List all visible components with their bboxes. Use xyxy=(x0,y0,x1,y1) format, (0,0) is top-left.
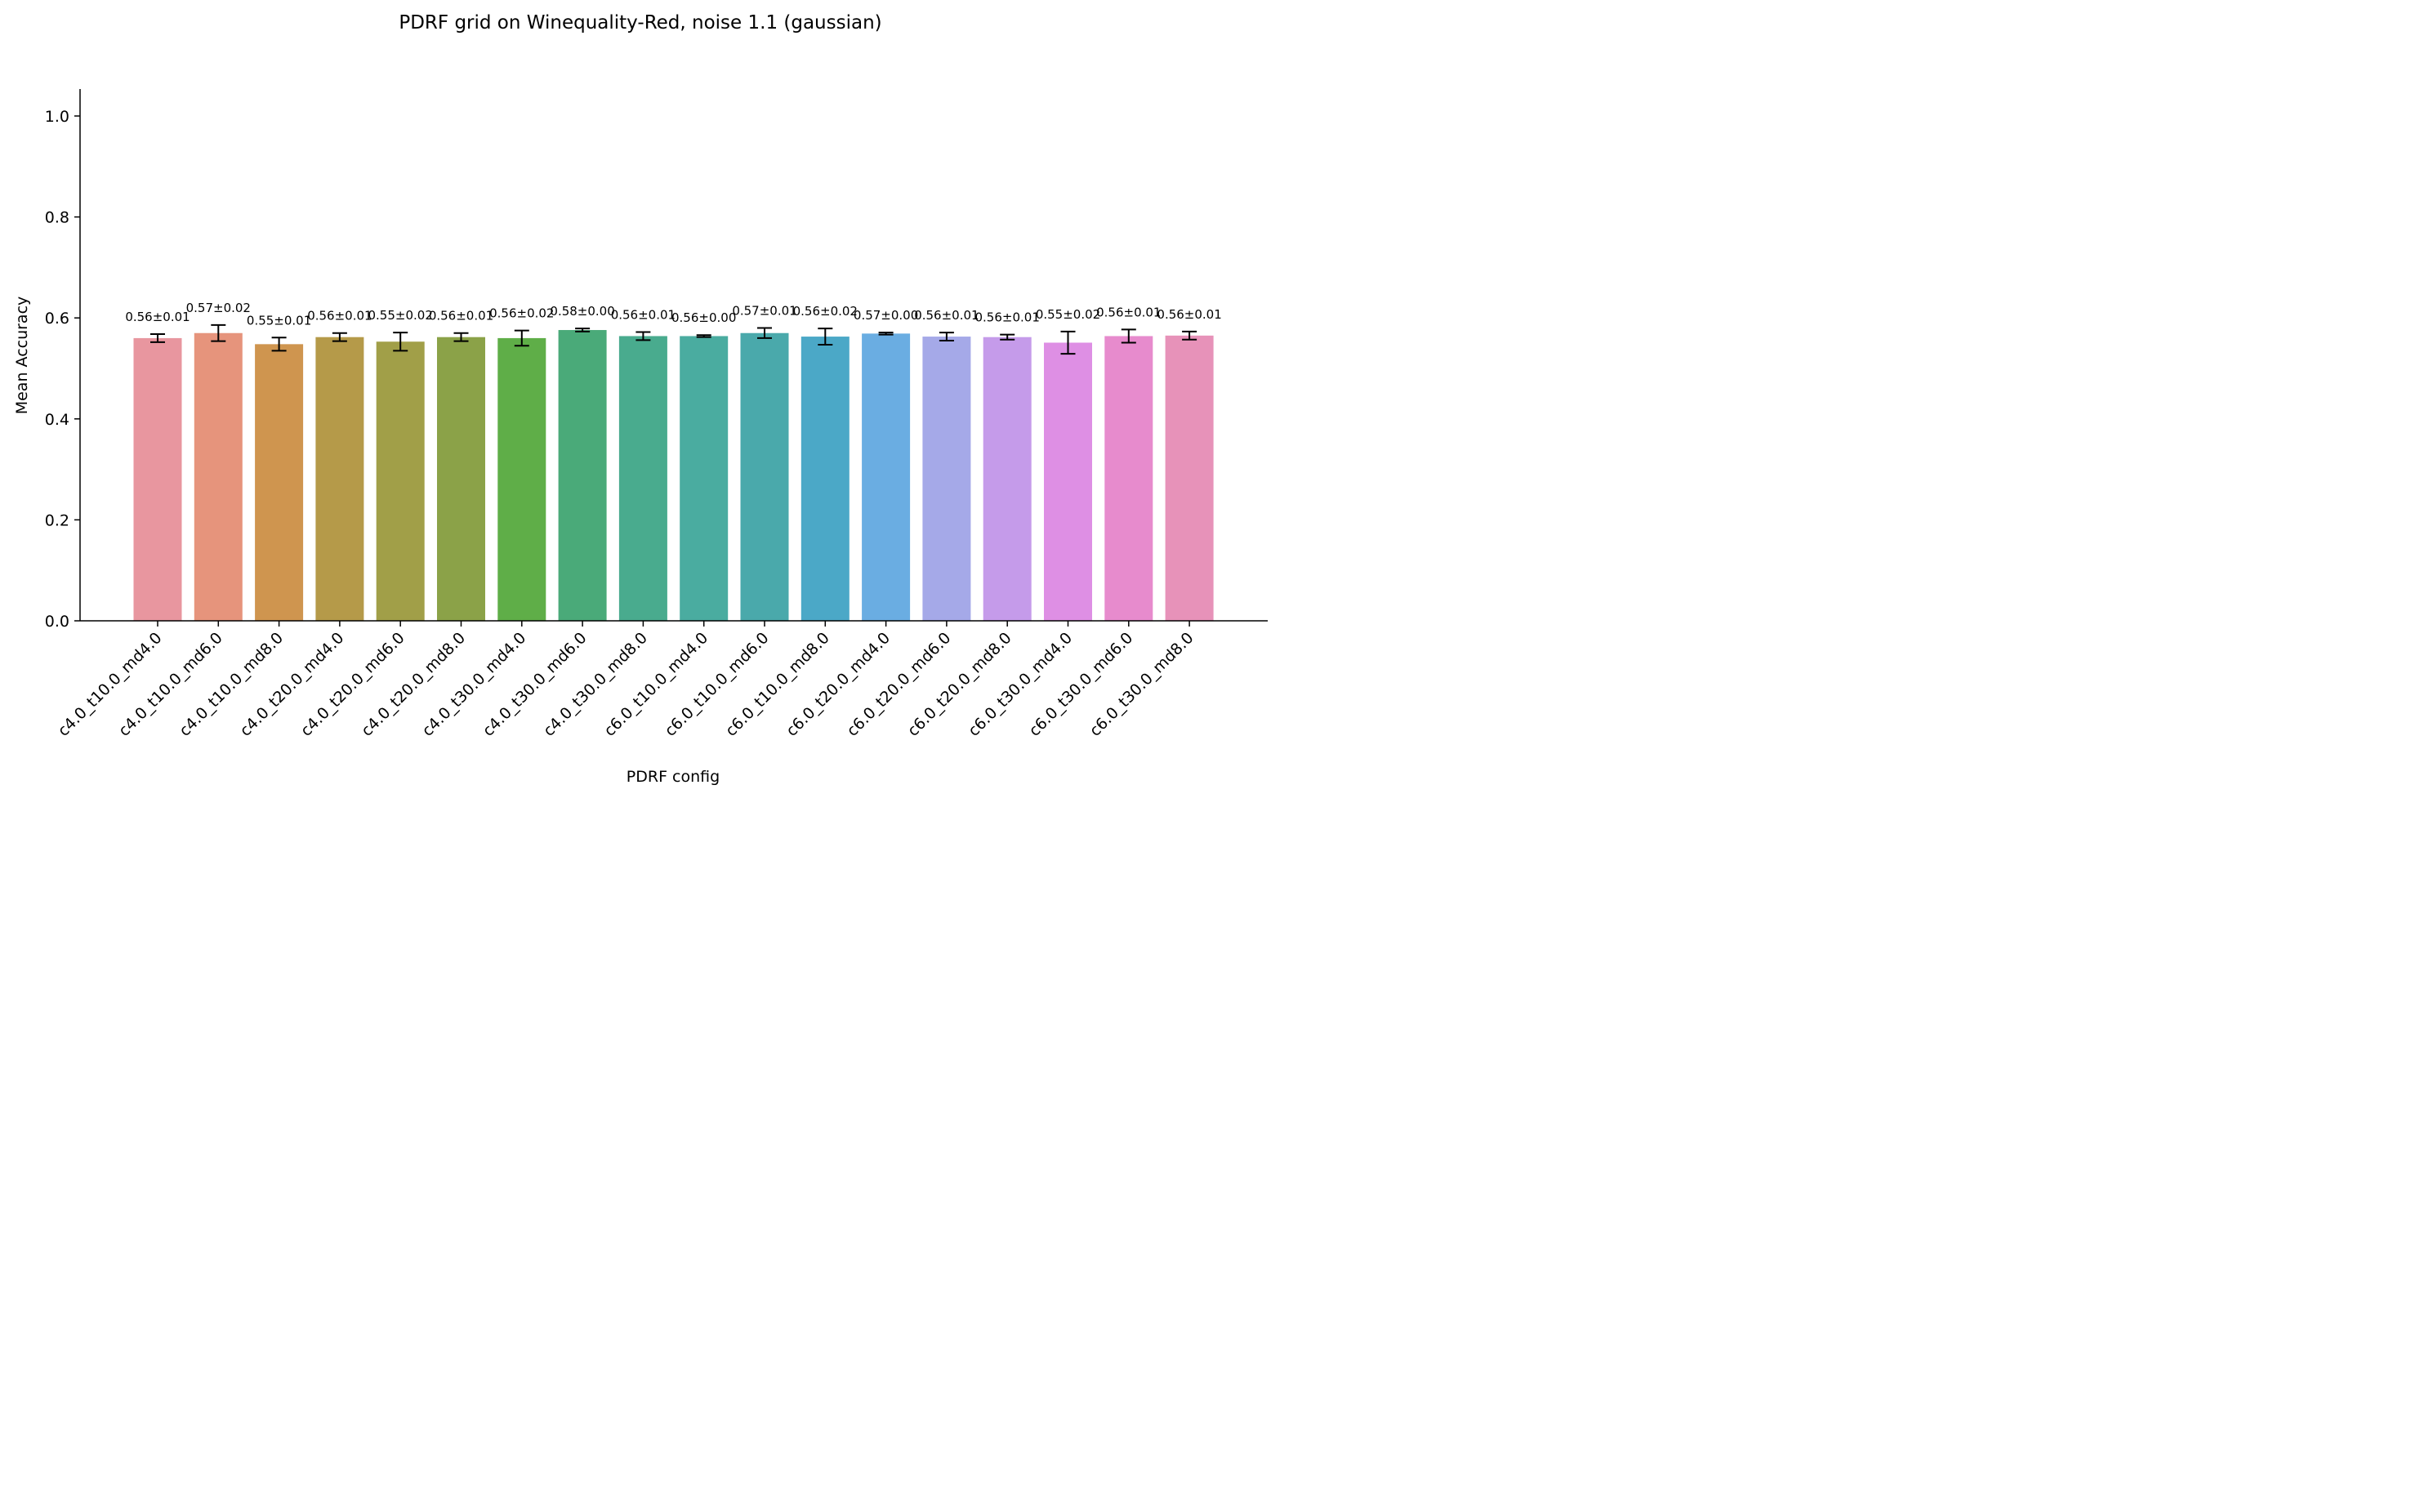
bar xyxy=(862,333,911,621)
y-tick-label: 0.8 xyxy=(45,209,69,227)
x-tick-label: c4.0_t10.0_md6.0 xyxy=(115,629,226,740)
bar xyxy=(740,332,789,621)
data-label: 0.55±0.02 xyxy=(368,308,433,323)
bar xyxy=(376,341,425,621)
data-label: 0.55±0.01 xyxy=(247,313,311,328)
bar xyxy=(558,330,607,621)
x-tick-label: c4.0_t10.0_md4.0 xyxy=(55,629,166,740)
error-bars-layer xyxy=(150,323,1197,355)
x-tick-label: c6.0_t30.0_md8.0 xyxy=(1086,629,1197,740)
bar xyxy=(1044,342,1092,621)
data-label: 0.56±0.01 xyxy=(429,309,493,323)
x-tick-label: c6.0_t10.0_md6.0 xyxy=(662,629,773,740)
x-tick-label: c6.0_t10.0_md8.0 xyxy=(722,629,833,740)
data-label: 0.57±0.02 xyxy=(186,301,251,315)
x-tick-label: c4.0_t20.0_md4.0 xyxy=(237,629,348,740)
y-tick-label: 1.0 xyxy=(45,108,69,126)
bar xyxy=(618,336,667,621)
bars-layer xyxy=(133,330,1214,621)
data-label: 0.55±0.02 xyxy=(1036,307,1100,322)
data-label: 0.56±0.01 xyxy=(125,310,190,324)
y-tick-label: 0.6 xyxy=(45,310,69,328)
x-ticks-layer: c4.0_t10.0_md4.0c4.0_t10.0_md6.0c4.0_t10… xyxy=(55,621,1197,740)
bar xyxy=(194,332,243,621)
x-tick-label: c6.0_t20.0_md6.0 xyxy=(844,629,955,740)
bar xyxy=(983,337,1032,621)
x-tick-label: c4.0_t20.0_md6.0 xyxy=(297,629,408,740)
data-label: 0.56±0.00 xyxy=(671,310,736,325)
data-label: 0.56±0.01 xyxy=(1096,305,1161,319)
data-label: 0.57±0.01 xyxy=(732,304,796,319)
x-tick-label: c4.0_t30.0_md6.0 xyxy=(479,629,591,740)
x-tick-label: c4.0_t30.0_md4.0 xyxy=(418,629,529,740)
chart-title: PDRF grid on Winequality-Red, noise 1.1 … xyxy=(399,12,881,33)
bar xyxy=(1165,335,1214,621)
data-label: 0.58±0.00 xyxy=(550,304,614,319)
data-label: 0.56±0.01 xyxy=(914,308,979,323)
bar xyxy=(922,337,971,621)
data-label: 0.56±0.01 xyxy=(611,308,676,323)
x-tick-label: c4.0_t10.0_md8.0 xyxy=(176,629,287,740)
data-label: 0.56±0.01 xyxy=(975,310,1040,325)
x-tick-label: c4.0_t20.0_md8.0 xyxy=(358,629,469,740)
bar xyxy=(255,344,304,621)
bar-chart: PDRF grid on Winequality-Red, noise 1.1 … xyxy=(13,12,1268,786)
x-tick-label: c6.0_t30.0_md4.0 xyxy=(965,629,1076,740)
data-label: 0.57±0.00 xyxy=(854,308,918,323)
bar xyxy=(800,337,850,621)
y-tick-label: 0.2 xyxy=(45,511,69,529)
x-tick-label: c6.0_t30.0_md6.0 xyxy=(1025,629,1136,740)
x-tick-label: c6.0_t10.0_md4.0 xyxy=(600,629,711,740)
bar xyxy=(315,337,364,621)
bar xyxy=(680,336,729,621)
data-label: 0.56±0.02 xyxy=(793,304,858,319)
y-tick-label: 0.4 xyxy=(45,411,69,429)
bar xyxy=(437,337,485,621)
bar xyxy=(1104,336,1153,621)
y-axis-label: Mean Accuracy xyxy=(13,297,31,415)
data-label: 0.56±0.02 xyxy=(489,306,554,321)
x-tick-label: c6.0_t20.0_md4.0 xyxy=(783,629,894,740)
y-tick-label: 0.0 xyxy=(45,613,69,631)
y-ticks-layer: 0.0 0.2 0.4 0.6 0.8 1.0 xyxy=(45,108,80,631)
bar xyxy=(133,337,182,621)
x-axis-label: PDRF config xyxy=(627,768,720,786)
x-tick-label: c6.0_t20.0_md8.0 xyxy=(904,629,1015,740)
data-labels-layer: 0.56±0.010.57±0.020.55±0.010.56±0.010.55… xyxy=(125,301,1221,328)
bar xyxy=(497,337,546,621)
data-label: 0.56±0.01 xyxy=(307,309,372,323)
x-tick-label: c4.0_t30.0_md8.0 xyxy=(540,629,651,740)
data-label: 0.56±0.01 xyxy=(1157,307,1221,322)
